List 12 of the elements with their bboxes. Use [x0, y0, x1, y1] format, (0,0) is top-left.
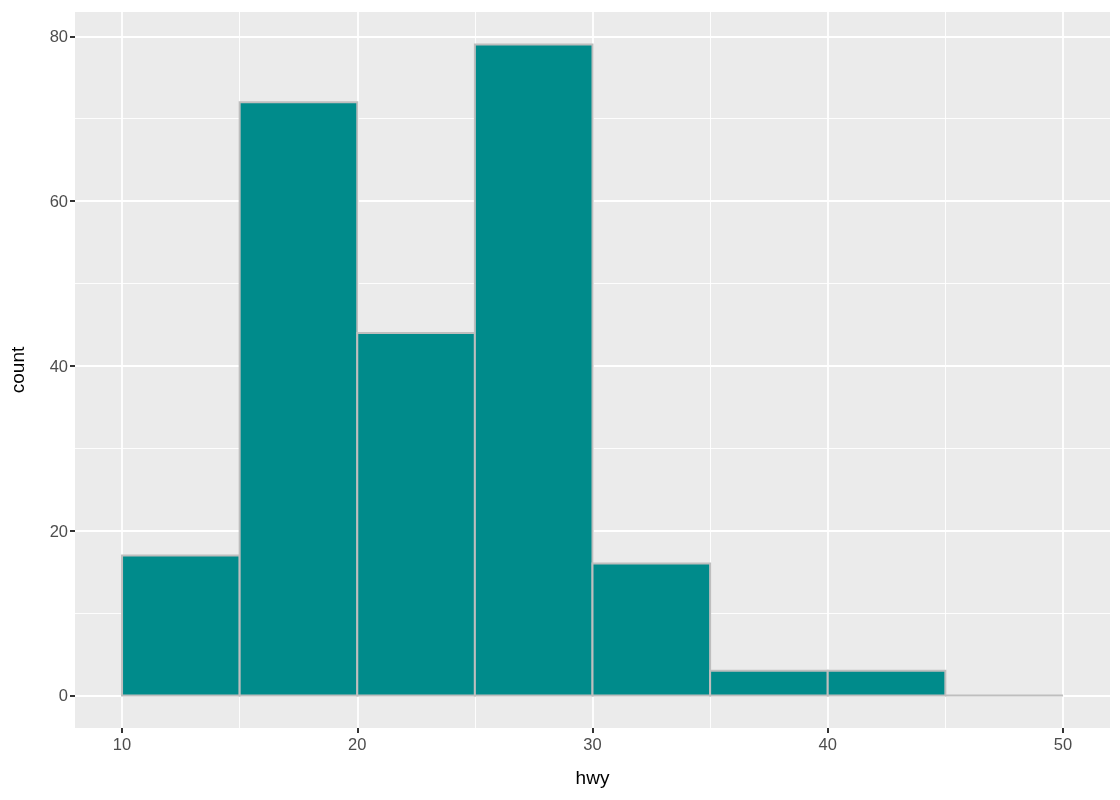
- y-tick-label: 0: [58, 686, 68, 705]
- x-axis-title: hwy: [575, 767, 610, 788]
- x-tick-label: 30: [583, 734, 602, 753]
- y-tick-label: 80: [49, 27, 68, 46]
- y-axis-title: count: [7, 346, 28, 394]
- x-tick-label: 10: [112, 734, 132, 753]
- x-tick-label: 20: [348, 734, 367, 753]
- x-tick-label: 50: [1053, 734, 1073, 753]
- y-tick-label: 40: [49, 356, 68, 375]
- y-tick-label: 20: [49, 521, 68, 540]
- y-tick-label: 60: [49, 192, 68, 211]
- x-tick-label: 40: [818, 734, 837, 753]
